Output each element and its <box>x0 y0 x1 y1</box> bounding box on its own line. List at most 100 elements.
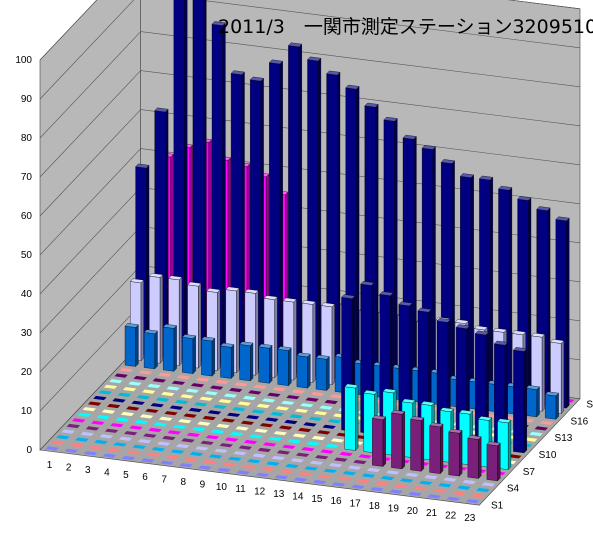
bar-S13-11 <box>300 403 314 408</box>
bar-S9-5 <box>164 411 178 416</box>
bar-S4-10 <box>233 451 247 456</box>
bar-S4-16 <box>347 465 362 470</box>
bar-S7-8 <box>211 429 225 434</box>
x-tick-label: 4 <box>104 467 110 478</box>
bar-S14-8 <box>248 390 262 395</box>
x-tick-label: 18 <box>369 501 381 512</box>
bar-S11-10 <box>270 411 284 417</box>
bar-S2-21 <box>432 488 447 493</box>
bar-S15-8 <box>253 384 267 389</box>
bar-S13-4 <box>166 386 180 391</box>
bar-S4-13 <box>290 458 304 463</box>
bar-S1-4 <box>102 453 117 458</box>
bar-S11-7 <box>213 404 227 409</box>
bar-S9-11 <box>278 425 293 430</box>
bar-S4-15 <box>328 463 343 468</box>
bar-S10-11 <box>284 419 298 425</box>
bar-S12-12 <box>313 411 328 416</box>
bar-S3-10 <box>228 456 242 461</box>
bar-S7-6 <box>172 424 187 429</box>
bar-S8-6 <box>178 419 192 424</box>
bar-S7-5 <box>153 422 168 427</box>
bar-S3-12 <box>266 461 280 466</box>
bar-S10-2 <box>112 398 126 403</box>
bar-S5-15 <box>334 457 348 462</box>
bar-S4-21 <box>443 477 457 482</box>
bar-S3-20 <box>419 480 433 485</box>
bar-S3-19 <box>399 478 414 483</box>
bar-S3-18 <box>380 475 395 481</box>
bar-S1-11 <box>236 470 250 475</box>
bar-S1-3 <box>83 451 98 456</box>
bar-S4-1 <box>61 429 75 434</box>
bar-S14-1 <box>114 373 128 378</box>
bar-S2-1 <box>50 440 65 445</box>
x-tick-label: 11 <box>235 484 246 495</box>
bar-S10-12 <box>303 422 317 427</box>
series-tick-label: S4 <box>507 484 520 495</box>
bar-S7-2 <box>96 415 110 420</box>
bar-S8-10 <box>254 428 268 433</box>
bar-S4-2 <box>80 431 94 437</box>
bar-S1-16 <box>332 482 346 487</box>
bar-S10-13 <box>322 424 336 429</box>
bar-S16-1 <box>124 323 139 367</box>
bar-S14-2 <box>133 375 147 381</box>
bar-S15-10 <box>291 389 305 394</box>
bar-S9-3 <box>126 406 140 411</box>
bar-S5-22 <box>467 435 482 479</box>
bar-S7-11 <box>268 436 282 441</box>
series-tick-label: S1 <box>491 500 504 511</box>
bar-S8-1 <box>82 407 96 412</box>
bar-S2-11 <box>241 464 256 469</box>
bar-S13-12 <box>319 405 333 410</box>
x-tick-label: 2 <box>66 463 72 474</box>
bar-S7-10 <box>249 434 263 439</box>
bar-S7-3 <box>115 417 129 422</box>
bar-S1-9 <box>198 465 212 470</box>
bar-S16-8 <box>258 343 273 384</box>
bar-S15-6 <box>215 379 229 385</box>
bar-S11-13 <box>327 419 342 424</box>
bar-S14-3 <box>152 378 166 383</box>
bar-S15-1 <box>119 367 134 373</box>
bar-S16-5 <box>201 336 216 377</box>
bar-S3-23 <box>476 487 490 493</box>
bar-S8-4 <box>139 414 154 419</box>
gridline <box>39 70 581 178</box>
bar-S15-9 <box>272 387 286 392</box>
bar-S1-2 <box>64 448 78 453</box>
bar-S6-9 <box>224 437 239 442</box>
bar-S5-12 <box>276 450 291 455</box>
bar-S16-10 <box>296 352 311 389</box>
bar-S3-11 <box>247 459 261 464</box>
bar-S11-6 <box>194 402 208 407</box>
bar-S16-3 <box>162 324 177 372</box>
bar-S15-12 <box>329 394 344 399</box>
bar-S13-7 <box>223 393 238 398</box>
x-tick-label: 13 <box>273 489 285 500</box>
bar-S7-7 <box>191 427 206 432</box>
bar-S10-4 <box>150 403 164 408</box>
bar-S13-5 <box>185 388 199 393</box>
bar-S4-8 <box>195 446 209 451</box>
x-tick-label: 15 <box>311 494 323 505</box>
bar-S1-8 <box>179 463 193 468</box>
bar-S1-6 <box>141 458 155 463</box>
bar-S16-7 <box>239 341 254 382</box>
bar-S12-9 <box>256 403 270 409</box>
bar-S9-7 <box>202 415 216 421</box>
bar-S12-5 <box>180 394 194 399</box>
bar-S4-5 <box>137 439 152 444</box>
series-tick-label: S13 <box>555 433 573 444</box>
series-tick-label: S16 <box>570 416 588 427</box>
x-tick-label: 16 <box>330 496 342 507</box>
bar-S14-9 <box>267 392 281 397</box>
bar-S5-19 <box>410 416 425 472</box>
bar-S9-6 <box>183 413 197 418</box>
bar-S15-4 <box>177 375 191 380</box>
bar-S7-9 <box>230 431 244 437</box>
bar-S13-23 <box>529 431 543 437</box>
